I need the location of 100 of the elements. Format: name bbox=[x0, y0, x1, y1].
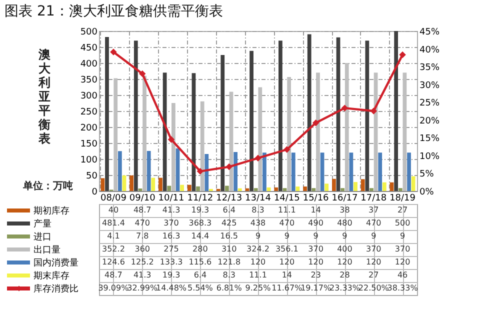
data-label: 470 bbox=[134, 218, 150, 228]
chart-title: 图表 21：澳大利亚食糖供需平衡表 bbox=[4, 4, 223, 20]
y2-tick-label: 45% bbox=[420, 28, 440, 38]
x-tick-label: 13/14 bbox=[245, 194, 272, 204]
data-label: 4.1 bbox=[107, 232, 120, 240]
data-label: 9 bbox=[342, 232, 348, 240]
data-label: 28 bbox=[340, 270, 350, 280]
bar bbox=[354, 182, 358, 191]
bar bbox=[340, 188, 345, 191]
point bbox=[341, 104, 348, 112]
bar bbox=[220, 55, 225, 191]
point bbox=[399, 51, 406, 58]
bar bbox=[296, 186, 300, 191]
data-label: 9 bbox=[255, 232, 261, 240]
data-label: 275 bbox=[164, 244, 179, 254]
data-label: 7.8 bbox=[136, 232, 149, 240]
y-tick-label: 0 bbox=[92, 188, 98, 198]
bar bbox=[324, 184, 329, 191]
bar bbox=[278, 40, 282, 191]
bar bbox=[349, 152, 354, 191]
data-label: 48.7 bbox=[133, 206, 152, 214]
data-label: 470 bbox=[366, 218, 382, 228]
bar bbox=[167, 186, 172, 191]
data-label: 425 bbox=[221, 218, 237, 228]
bar bbox=[158, 178, 162, 191]
data-label: 480 bbox=[337, 218, 352, 228]
data-label: 6.81% bbox=[216, 284, 242, 292]
data-label: 14 bbox=[282, 270, 292, 280]
bar bbox=[332, 178, 336, 191]
data-label: 11.1 bbox=[278, 206, 296, 214]
x-tick-label: 15/16 bbox=[302, 194, 330, 204]
data-label: 9 bbox=[313, 232, 318, 240]
bar bbox=[142, 76, 146, 191]
data-label: 22.50% bbox=[358, 284, 390, 292]
bar bbox=[258, 87, 262, 191]
bar bbox=[200, 101, 204, 191]
bar bbox=[122, 175, 126, 191]
bar bbox=[402, 72, 407, 191]
point bbox=[254, 154, 262, 162]
y-tick-label: 250 bbox=[80, 108, 98, 118]
data-label: 14.4 bbox=[191, 232, 210, 240]
bar bbox=[316, 72, 320, 191]
x-tick-label: 14/15 bbox=[274, 194, 300, 204]
bar bbox=[118, 151, 122, 191]
legend-label: 出口量 bbox=[34, 244, 60, 256]
y-tick-label: 200 bbox=[80, 124, 98, 134]
point bbox=[139, 70, 146, 78]
data-label: 438 bbox=[250, 218, 266, 228]
data-label: 6.4 bbox=[194, 270, 207, 280]
data-label: 5.54% bbox=[187, 284, 214, 292]
legend-label: 进口 bbox=[34, 232, 52, 242]
legend-label: 期初库存 bbox=[34, 206, 70, 216]
data-label: 8.3 bbox=[252, 206, 264, 214]
data-label: 360 bbox=[134, 244, 150, 254]
y-tick-label: 300 bbox=[80, 92, 98, 102]
data-label: 400 bbox=[337, 244, 352, 254]
x-tick-label: 12/13 bbox=[216, 194, 242, 204]
data-label: 120 bbox=[308, 258, 324, 266]
data-label: 490 bbox=[308, 218, 324, 228]
point bbox=[196, 168, 204, 175]
data-label: 481.4 bbox=[102, 218, 125, 228]
data-label: 368.3 bbox=[188, 218, 212, 228]
data-label: 9 bbox=[371, 232, 376, 240]
bar bbox=[224, 186, 229, 191]
data-label: 16.3 bbox=[162, 232, 180, 240]
point bbox=[168, 136, 175, 143]
legend-label: 产量 bbox=[34, 218, 52, 230]
x-tick-label: 18/19 bbox=[390, 194, 416, 204]
data-label: 133.3 bbox=[160, 258, 183, 266]
legend-label: 库存消费比 bbox=[34, 284, 78, 294]
bar bbox=[411, 176, 416, 191]
bar bbox=[407, 152, 411, 191]
x-tick-label: 16/17 bbox=[332, 194, 358, 204]
data-label: 6.4 bbox=[222, 206, 236, 214]
data-label: 280 bbox=[192, 244, 208, 254]
y-tick-label: 350 bbox=[80, 76, 98, 86]
bar bbox=[360, 179, 365, 191]
bar bbox=[238, 188, 242, 191]
data-label: 19.3 bbox=[162, 270, 180, 280]
data-label: 37 bbox=[368, 206, 379, 214]
data-label: 370 bbox=[164, 218, 179, 228]
bar bbox=[151, 178, 156, 191]
legend-label: 期末库存 bbox=[34, 270, 70, 282]
data-label: 370 bbox=[366, 244, 382, 254]
bar bbox=[291, 152, 296, 191]
x-tick-label: 08/09 bbox=[100, 194, 127, 204]
y2-tick-label: 25% bbox=[420, 98, 440, 109]
bar bbox=[204, 154, 209, 191]
y-axis-title: 澳大利亚平衡表 bbox=[38, 48, 52, 146]
data-label: 16.5 bbox=[220, 232, 238, 240]
point bbox=[110, 48, 117, 56]
x-tick-label: 10/11 bbox=[158, 194, 184, 204]
data-label: 120 bbox=[337, 258, 352, 266]
x-tick-label: 11/12 bbox=[187, 194, 214, 204]
y-tick-label: 50 bbox=[86, 172, 98, 182]
bar bbox=[287, 77, 292, 191]
bar bbox=[196, 186, 200, 191]
data-label: 120 bbox=[394, 258, 410, 266]
data-label: 370 bbox=[308, 244, 324, 254]
data-label: 14.48% bbox=[156, 284, 187, 292]
